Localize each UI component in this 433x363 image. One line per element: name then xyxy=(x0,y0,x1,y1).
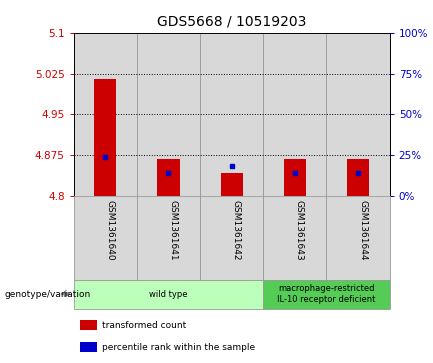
Bar xyxy=(74,280,263,309)
Bar xyxy=(220,172,243,196)
Text: percentile rank within the sample: percentile rank within the sample xyxy=(102,343,255,352)
Bar xyxy=(137,33,200,196)
Text: GSM1361642: GSM1361642 xyxy=(232,200,241,261)
Bar xyxy=(284,159,306,196)
Bar xyxy=(263,196,326,280)
Text: GSM1361644: GSM1361644 xyxy=(358,200,367,261)
Text: GSM1361643: GSM1361643 xyxy=(295,200,304,261)
Bar xyxy=(74,196,137,280)
Bar xyxy=(326,196,390,280)
Text: wild type: wild type xyxy=(149,290,187,298)
Bar xyxy=(347,159,369,196)
Bar xyxy=(74,33,137,196)
Bar xyxy=(200,196,263,280)
Bar xyxy=(80,342,97,352)
Bar xyxy=(200,33,263,196)
Text: GSM1361640: GSM1361640 xyxy=(105,200,114,261)
Bar xyxy=(137,196,200,280)
Title: GDS5668 / 10519203: GDS5668 / 10519203 xyxy=(157,15,306,29)
Text: macrophage-restricted
IL-10 receptor deficient: macrophage-restricted IL-10 receptor def… xyxy=(277,284,376,304)
Bar xyxy=(157,159,180,196)
Bar xyxy=(326,33,390,196)
Text: GSM1361641: GSM1361641 xyxy=(168,200,178,261)
Text: transformed count: transformed count xyxy=(102,321,186,330)
Bar xyxy=(263,33,326,196)
Bar xyxy=(94,79,116,196)
Text: genotype/variation: genotype/variation xyxy=(4,290,90,298)
Bar xyxy=(80,320,97,330)
Bar xyxy=(263,280,390,309)
